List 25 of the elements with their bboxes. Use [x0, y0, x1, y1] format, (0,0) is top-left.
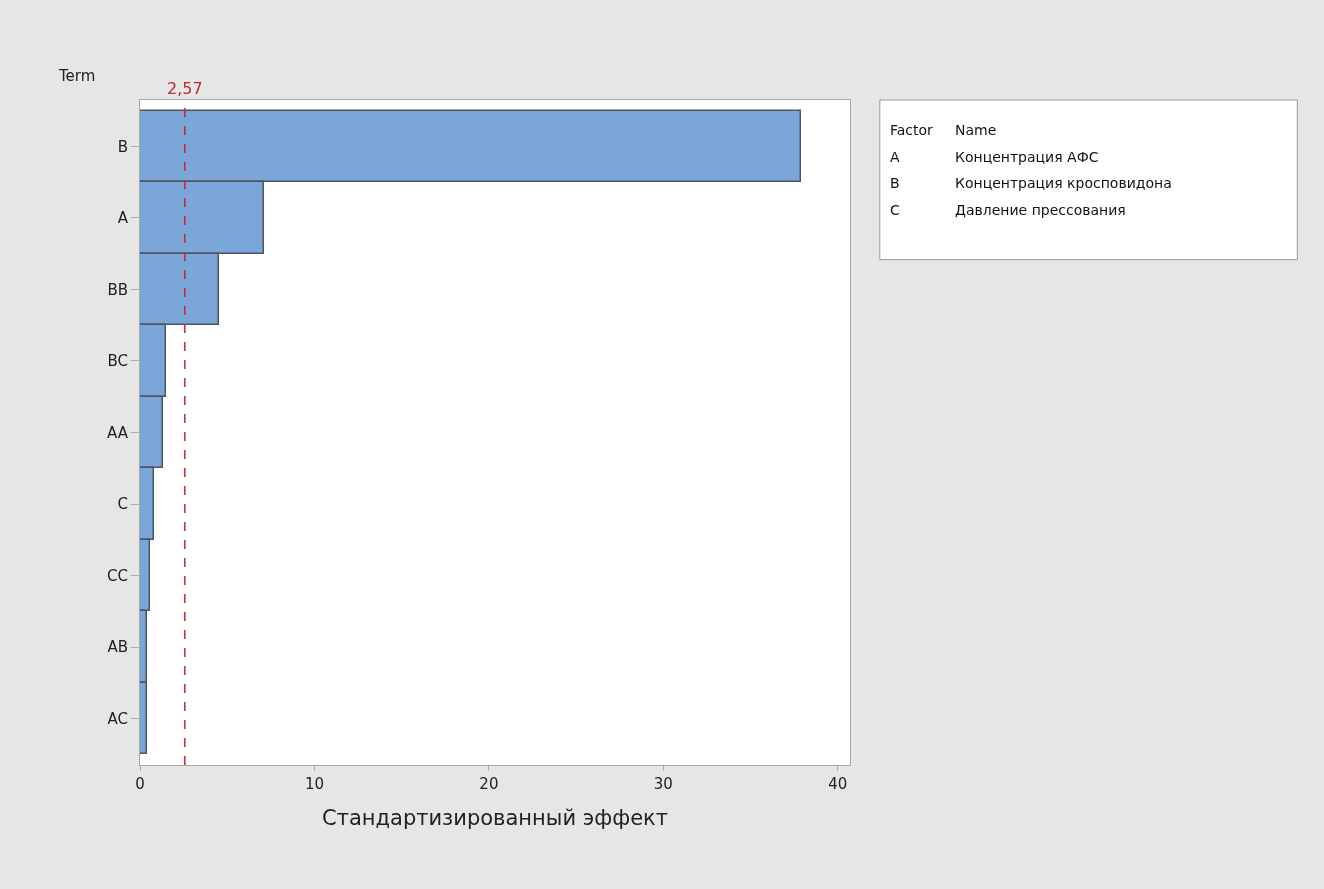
x-axis-title: Стандартизированный эффект [322, 806, 668, 831]
text: Factor [890, 122, 934, 138]
text: Давление прессования [955, 202, 1126, 218]
ref-line-label: 2,57 [167, 79, 203, 98]
y-tick-label: BC [107, 352, 128, 371]
y-tick-label: AB [107, 638, 128, 657]
text: Name [955, 122, 997, 138]
y-tick-label: A [117, 209, 129, 228]
text: C [890, 202, 900, 218]
y-tick-label: AC [107, 709, 128, 728]
y-tick-label: CC [107, 566, 128, 585]
x-tick-label: 0 [135, 775, 145, 793]
x-tick-label: 10 [304, 775, 324, 793]
text: Концентрация кросповидона [955, 175, 1172, 191]
y-tick-label: B [117, 137, 128, 156]
x-tick-label: 40 [828, 775, 848, 793]
y-axis-title: Term [58, 67, 96, 85]
y-tick-label: AA [107, 423, 129, 442]
text: B [890, 175, 900, 191]
x-tick-label: 30 [653, 775, 673, 793]
x-tick-label: 20 [479, 775, 499, 793]
y-tick-label: C [117, 495, 128, 514]
y-tick-label: BB [107, 280, 128, 299]
text: A [890, 149, 900, 165]
text: Концентрация АФС [955, 149, 1099, 165]
